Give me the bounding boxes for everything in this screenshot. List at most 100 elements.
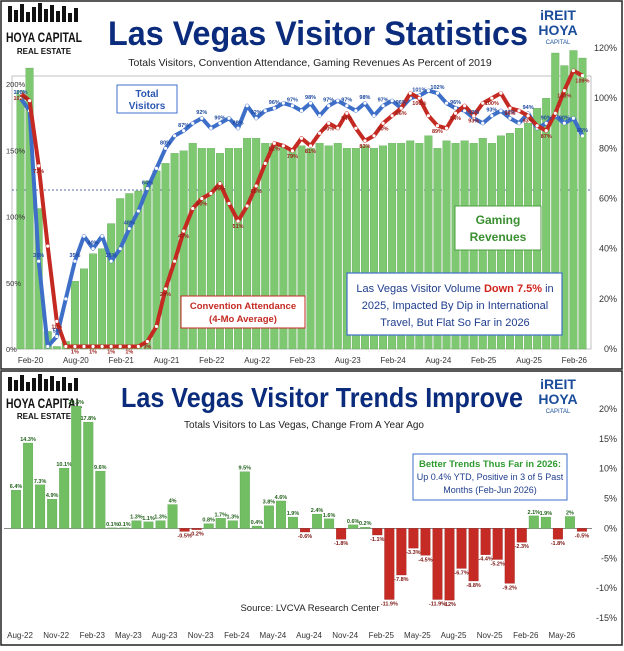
visitors-point (318, 114, 322, 118)
visitors-data-label: 102% (430, 85, 444, 91)
hoya-logo-bottom: HOYA CAPITAL REAL ESTATE (6, 374, 82, 421)
bottom-right-tick: 5% (604, 494, 617, 504)
convention-point (435, 124, 440, 128)
top-left-tick: 150% (6, 146, 26, 155)
gaming-bar (297, 145, 306, 350)
bottom-x-tick: Feb-25 (369, 631, 395, 640)
trend-bar (288, 516, 298, 529)
convention-data-label: 103% (557, 94, 571, 100)
visitors-data-label: 40% (88, 241, 99, 247)
top-x-tick: Aug-25 (516, 356, 542, 365)
visitors-label-box (116, 84, 178, 114)
top-annotation-line3: Travel, But Flat So Far in 2026 (380, 317, 529, 329)
trend-bar (324, 518, 335, 529)
convention-point (308, 144, 313, 148)
trend-data-label: 4.9% (46, 493, 59, 499)
trend-data-label: 1.9% (540, 511, 553, 517)
convention-data-label: 83% (359, 144, 370, 150)
trend-data-label: 0.1% (118, 522, 131, 528)
convention-point (535, 124, 539, 128)
trend-bar (300, 528, 310, 533)
gaming-label-box (454, 205, 542, 251)
convention-point (127, 344, 131, 349)
trend-data-label: -11.9% (381, 601, 398, 607)
bottom-x-tick: Aug-23 (152, 631, 178, 640)
convention-point (118, 344, 122, 349)
trend-data-label: 7.3% (34, 479, 47, 485)
bottom-right-tick: 0% (604, 523, 617, 533)
convention-point (245, 204, 249, 208)
gaming-bar (143, 180, 152, 350)
trend-bar (215, 518, 226, 529)
visitors-point (191, 121, 195, 125)
visitors-data-label: 92% (468, 110, 479, 116)
top-right-tick: 20% (599, 294, 617, 304)
gaming-bar (433, 148, 442, 350)
convention-point (472, 114, 476, 118)
trend-data-label: 14.3% (20, 437, 36, 443)
trend-data-label: -12% (443, 602, 456, 608)
top-annotation-line1: Las Vegas Visitor Volume Down 7.5% in (356, 283, 553, 295)
convention-point (571, 68, 576, 73)
visitors-data-label: 98% (359, 95, 370, 101)
convention-point (562, 89, 566, 93)
top-x-tick: Feb-24 (380, 356, 406, 365)
trend-data-label: 9.5% (239, 466, 252, 472)
trend-bar (577, 528, 587, 532)
visitors-point (100, 234, 104, 238)
trend-bar (155, 520, 166, 529)
convention-label-line2: (4-Mo Average) (209, 314, 277, 325)
bottom-right-tick: 15% (599, 434, 617, 444)
trend-data-label: 6.4% (10, 484, 23, 490)
bottom-x-tick: Aug-22 (7, 631, 33, 640)
convention-point (55, 319, 59, 324)
convention-data-label: 90% (323, 126, 334, 132)
gaming-bar (551, 52, 560, 350)
top-right-tick: 80% (599, 143, 617, 153)
visitors-point (182, 129, 186, 133)
top-lines: 100% 35% 5% 35% 40% 35% 48% 64% 80% 87% 92% 90% 88% 9… (13, 68, 590, 355)
convention-point (272, 141, 276, 145)
trend-data-label: 20.5% (68, 400, 84, 406)
gaming-bar (234, 148, 243, 350)
trend-data-label: -0.5% (575, 533, 589, 539)
trend-data-label: -1.8% (551, 541, 565, 547)
top-x-tick: Feb-26 (562, 356, 588, 365)
trend-bar (312, 513, 323, 529)
visitors-point (435, 91, 440, 95)
convention-data-label: 60% (196, 202, 207, 208)
trend-data-label: 4% (169, 499, 177, 505)
gaming-bar (70, 281, 79, 350)
visitors-point (46, 344, 50, 349)
visitors-data-label: 90% (214, 115, 225, 121)
svg-text:REAL ESTATE: REAL ESTATE (17, 412, 72, 421)
visitors-point (381, 104, 385, 108)
gaming-bar (252, 138, 261, 350)
gaming-bar (243, 138, 252, 350)
visitors-data-label: 64% (142, 180, 153, 186)
convention-point (154, 324, 159, 329)
convention-point (200, 196, 204, 201)
visitors-data-label: 48% (124, 221, 135, 227)
trend-data-label: -0.5% (177, 533, 191, 539)
top-right-tick: 0% (604, 344, 617, 354)
visitors-data-label: 101% (412, 88, 426, 94)
top-right-tick: 120% (594, 43, 617, 53)
visitors-point (444, 101, 449, 105)
trend-data-label: 2.4% (311, 508, 324, 514)
trend-data-label: 17.8% (80, 416, 96, 422)
visitors-data-label: 96% (450, 100, 461, 106)
convention-data-label: 96% (396, 111, 407, 117)
convention-data-label: 47% (178, 234, 189, 240)
bottom-x-tick: May-23 (115, 631, 142, 640)
trend-data-label: -9.2% (503, 585, 517, 591)
visitors-data-label: 90% (541, 115, 552, 121)
visitors-point (345, 104, 349, 108)
trend-bar (564, 516, 575, 529)
svg-text:REAL ESTATE: REAL ESTATE (17, 47, 72, 56)
trend-data-label: 0.1% (106, 522, 119, 528)
gaming-bar (197, 148, 206, 350)
visitors-data-label: 88% (233, 120, 244, 126)
gaming-bar (397, 143, 406, 350)
convention-point (182, 229, 186, 233)
